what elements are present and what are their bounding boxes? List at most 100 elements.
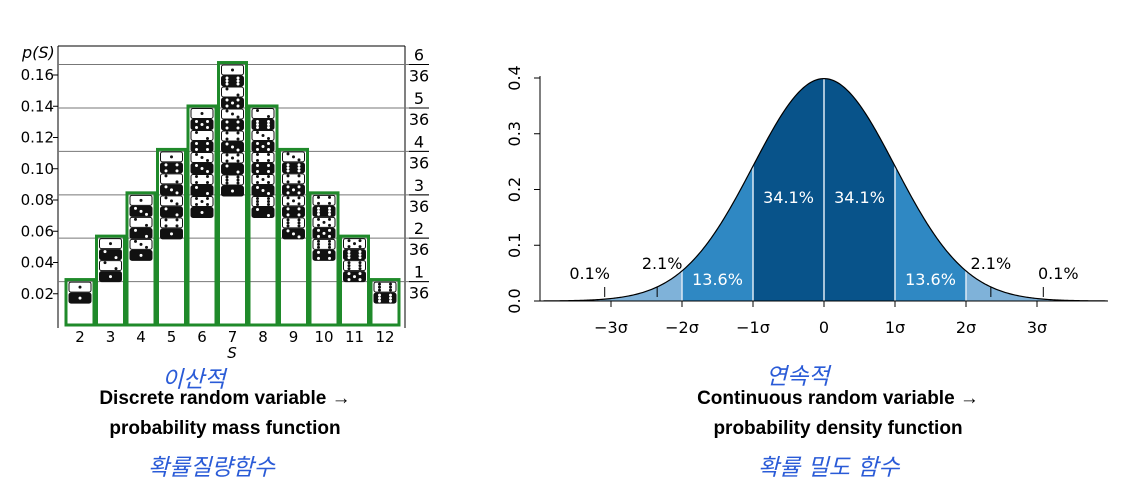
x-tick-label: 1σ [885,318,905,337]
die-face [221,86,244,98]
die-pip [256,180,259,184]
region-percent-label: 13.6% [692,270,743,289]
die-pip [256,152,259,156]
die-pip [236,98,240,102]
x-tick-label: 11 [345,328,364,346]
discrete-caption: Discrete random variable → probability m… [40,384,410,444]
die-pip [297,221,301,225]
dice-column [95,234,126,327]
x-tick-label: 9 [289,328,299,346]
die-face [282,217,305,229]
die-pip [378,296,381,300]
die-pip [200,122,204,126]
die-pip [195,125,198,129]
die-pip [317,217,320,221]
dice-column-border [217,61,248,327]
die-face [190,129,214,141]
die-face [251,118,275,130]
discrete-caption-line1: Discrete random variable → [99,388,351,409]
die-pip [225,126,229,130]
dice-column [339,234,370,327]
die-pip [170,155,173,159]
die-pip [256,147,259,151]
die-pip [206,196,209,200]
y-tick-label: 0.2 [505,177,524,202]
die-pip [236,178,240,182]
die-pip [317,245,320,249]
die-pip [347,272,351,276]
die-pip [200,155,204,159]
die-pip [317,228,320,232]
region-percent-label: 2.1% [642,254,683,273]
die-pip [267,136,270,140]
die-pip [236,76,240,80]
die-face [190,173,214,185]
die-pip [267,141,270,145]
die-pip [206,141,209,145]
die-pip [164,224,168,228]
die-pip [267,199,270,203]
die-pip [267,122,270,126]
die-pip [328,223,331,227]
die-pip [206,169,209,173]
y-tick-label: 0.10 [21,160,54,178]
die-pip [317,234,320,238]
die-pip [358,261,362,265]
die-pip [322,220,326,224]
die-pip [267,191,270,195]
die-face [190,184,214,196]
die-pip [286,229,290,233]
handwritten-continuous: 연속적 [766,364,830,390]
die-pip [231,101,234,105]
die-pip [164,163,168,167]
region-percent-label: 0.1% [569,264,610,283]
die-pip [109,242,112,246]
x-tick-label: 4 [136,328,146,346]
die-pip [225,87,229,91]
die-pip [225,131,229,135]
die-face [129,227,153,239]
die-pip [236,82,240,86]
die-pip [256,125,259,129]
die-pip [378,285,381,289]
die-face [312,238,336,250]
die-pip [195,147,198,151]
die-face [221,163,244,175]
die-pip [200,166,204,170]
die-pip [225,109,229,113]
die-face [312,194,336,206]
die-pip [195,152,198,156]
continuous-caption-line1: Continuous random variable → [697,388,979,409]
dice-column [125,191,157,327]
x-tick-label: 2σ [956,318,976,337]
die-face [251,151,275,163]
die-pip [206,125,209,129]
x-tick-label: 3σ [1027,318,1047,337]
die-pip [389,288,392,292]
die-pip [164,207,168,211]
die-pip [236,126,240,130]
die-pip [200,210,204,214]
probability-region [611,270,682,301]
die-pip [206,202,209,206]
dice-column [156,147,187,327]
die-pip [175,224,179,228]
right-tick-denominator: 36 [409,67,429,86]
die-pip [347,278,351,282]
die-pip [328,206,331,210]
die-pip [200,111,204,115]
die-pip [328,201,331,205]
die-pip [206,147,209,151]
die-pip [297,191,301,195]
die-pip [103,261,107,265]
y-tick-label: 0.16 [21,66,54,84]
die-pip [286,180,290,184]
die-pip [256,130,259,134]
die-face [160,206,183,218]
die-pip [358,253,362,257]
die-pip [256,207,259,211]
die-pip [378,282,381,286]
die-pip [134,228,137,232]
die-pip [286,202,290,206]
die-pip [164,174,168,178]
